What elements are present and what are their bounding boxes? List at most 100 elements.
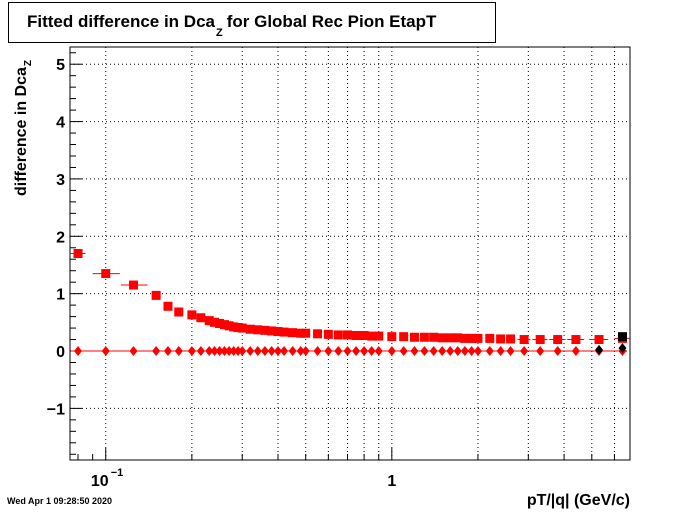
data-point-diamond bbox=[187, 346, 196, 357]
data-point-diamond bbox=[288, 346, 297, 357]
data-point-square bbox=[506, 334, 516, 344]
data-point-diamond bbox=[553, 346, 562, 357]
y-tick-label: 5 bbox=[56, 57, 65, 74]
data-point-diamond bbox=[374, 346, 383, 357]
data-point-square bbox=[313, 329, 323, 339]
data-point-diamond bbox=[234, 346, 243, 357]
data-point-square bbox=[409, 332, 419, 342]
data-point-square bbox=[351, 331, 361, 341]
x-tick-label: 10 bbox=[91, 473, 109, 490]
data-point-square bbox=[196, 313, 206, 323]
data-point-square bbox=[296, 328, 306, 338]
data-point-square bbox=[187, 310, 197, 320]
data-point-diamond bbox=[210, 346, 219, 357]
data-point-diamond bbox=[595, 344, 604, 355]
title-subscript: Z bbox=[215, 27, 223, 39]
data-point-diamond bbox=[520, 346, 529, 357]
data-point-diamond bbox=[438, 346, 447, 357]
data-point-square bbox=[485, 333, 495, 343]
data-point-square bbox=[273, 327, 283, 337]
y-tick-label: 0 bbox=[56, 344, 65, 361]
data-point-square bbox=[301, 328, 311, 338]
data-point-square bbox=[399, 332, 409, 342]
data-point-square bbox=[519, 335, 529, 345]
y-axis-label-subscript: Z bbox=[23, 59, 34, 67]
data-point-diamond bbox=[229, 346, 238, 357]
data-point-diamond bbox=[238, 346, 247, 357]
data-point-diamond bbox=[536, 346, 545, 357]
data-point-square bbox=[367, 331, 377, 341]
data-point-diamond bbox=[446, 346, 455, 357]
data-point-square bbox=[245, 324, 255, 334]
data-point-diamond bbox=[496, 346, 505, 357]
data-point-diamond bbox=[215, 346, 224, 357]
y-axis-label: difference in DcaZ bbox=[13, 59, 34, 197]
data-point-diamond bbox=[246, 346, 255, 357]
data-point-diamond bbox=[225, 346, 234, 357]
timestamp: Wed Apr 1 09:28:50 2020 bbox=[7, 496, 113, 506]
data-point-diamond bbox=[399, 346, 408, 357]
title-main: Fitted difference in Dca bbox=[27, 12, 215, 31]
data-point-diamond bbox=[410, 346, 419, 357]
data-point-square bbox=[224, 321, 234, 331]
data-point-diamond bbox=[387, 346, 396, 357]
data-point-square bbox=[460, 333, 470, 343]
data-point-diamond bbox=[267, 346, 276, 357]
plot-frame bbox=[69, 46, 631, 461]
data-point-diamond bbox=[280, 346, 289, 357]
data-point-diamond bbox=[485, 346, 494, 357]
data-point-square bbox=[237, 323, 247, 333]
data-point-diamond bbox=[74, 346, 83, 357]
data-point-diamond bbox=[296, 346, 305, 357]
y-tick-label: 1 bbox=[56, 287, 65, 304]
data-point-diamond bbox=[253, 346, 262, 357]
data-point-diamond bbox=[334, 346, 343, 357]
data-point-diamond bbox=[618, 343, 627, 354]
data-point-diamond bbox=[460, 346, 469, 357]
data-point-diamond bbox=[196, 346, 205, 357]
data-point-square bbox=[467, 333, 477, 343]
data-point-diamond bbox=[367, 346, 376, 357]
data-point-square bbox=[210, 317, 220, 327]
y-tick-label: −1 bbox=[47, 401, 65, 418]
data-point-diamond bbox=[273, 346, 282, 357]
data-point-diamond bbox=[260, 346, 269, 357]
data-point-square bbox=[323, 329, 333, 339]
data-point-diamond bbox=[174, 346, 183, 357]
data-point-diamond bbox=[301, 346, 310, 357]
data-point-square bbox=[215, 318, 225, 328]
axis-ticks bbox=[70, 52, 615, 460]
data-point-square bbox=[151, 290, 161, 300]
y-tick-label: 4 bbox=[56, 115, 65, 132]
x-tick-label-exponent: −1 bbox=[111, 467, 124, 479]
data-point-square bbox=[445, 333, 455, 343]
x-axis-label: pT/|q| (GeV/c) bbox=[526, 492, 630, 509]
data-point-diamond bbox=[467, 346, 476, 357]
data-point-square bbox=[279, 327, 289, 337]
data-point-diamond bbox=[420, 346, 429, 357]
data-point-square bbox=[535, 335, 545, 345]
data-point-square bbox=[374, 331, 384, 341]
data-layer bbox=[70, 249, 630, 357]
data-point-square bbox=[553, 335, 563, 345]
data-point-square bbox=[343, 330, 353, 340]
grid-lines bbox=[70, 47, 630, 460]
y-tick-label: 3 bbox=[56, 172, 65, 189]
data-point-square bbox=[174, 307, 184, 317]
data-point-square bbox=[73, 249, 83, 258]
data-point-diamond bbox=[571, 346, 580, 357]
data-point-square bbox=[101, 269, 111, 279]
data-point-diamond bbox=[453, 346, 462, 357]
data-point-square bbox=[571, 335, 581, 345]
title-rest: for Global Rec Pion EtapT bbox=[226, 12, 437, 31]
y-axis-label-main: difference in Dca bbox=[13, 67, 30, 197]
chart-title: Fitted difference in DcaZfor Global Rec … bbox=[27, 12, 437, 39]
data-point-diamond bbox=[473, 346, 482, 357]
data-point-square bbox=[453, 333, 463, 343]
data-point-diamond bbox=[220, 346, 229, 357]
data-point-diamond bbox=[324, 346, 333, 357]
data-point-diamond bbox=[129, 346, 138, 357]
x-tick-label: 1 bbox=[387, 473, 396, 490]
data-point-square bbox=[260, 325, 270, 335]
